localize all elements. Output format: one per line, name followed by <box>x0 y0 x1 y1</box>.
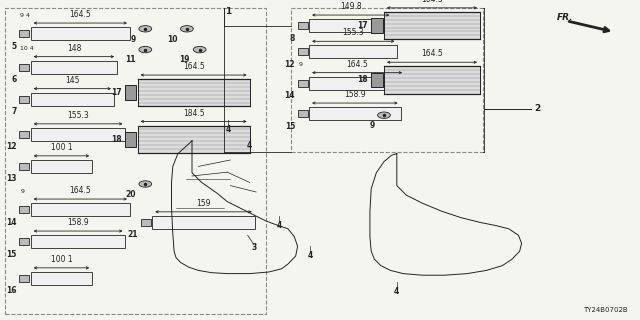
Bar <box>19 238 29 245</box>
Text: 4: 4 <box>276 221 282 230</box>
Bar <box>19 30 29 37</box>
Text: 148: 148 <box>67 44 81 53</box>
Text: 164.5: 164.5 <box>70 186 91 195</box>
Text: 17: 17 <box>357 21 368 30</box>
Bar <box>31 272 92 285</box>
Circle shape <box>139 46 152 53</box>
Bar <box>31 160 92 173</box>
Text: 100 1: 100 1 <box>51 255 72 264</box>
Text: TY24B0702B: TY24B0702B <box>582 307 627 313</box>
Bar <box>298 48 308 55</box>
Bar <box>309 107 401 120</box>
Text: 164.5: 164.5 <box>183 62 204 71</box>
Text: 3: 3 <box>252 244 257 252</box>
Text: 5: 5 <box>12 42 17 51</box>
Bar <box>291 8 483 152</box>
Text: 20: 20 <box>125 190 136 199</box>
Text: 14: 14 <box>6 218 17 227</box>
Text: 12: 12 <box>285 60 295 69</box>
Text: 1: 1 <box>225 7 232 16</box>
Text: 4: 4 <box>394 287 399 296</box>
Bar <box>384 12 480 39</box>
Text: 11: 11 <box>125 55 136 64</box>
Bar <box>141 219 151 226</box>
Text: 16: 16 <box>6 286 17 295</box>
Text: 21: 21 <box>128 230 138 239</box>
Bar <box>19 96 29 103</box>
Text: 184.5: 184.5 <box>183 108 204 118</box>
Bar <box>31 128 125 141</box>
Text: 100 1: 100 1 <box>51 143 72 152</box>
Bar <box>125 132 136 147</box>
Text: 8: 8 <box>290 34 295 43</box>
Text: 164.5: 164.5 <box>421 49 443 58</box>
Text: 145: 145 <box>65 76 79 85</box>
Bar <box>19 64 29 71</box>
Text: 4: 4 <box>308 252 313 260</box>
Bar <box>31 235 125 248</box>
Text: 9 4: 9 4 <box>20 12 31 18</box>
Text: 4: 4 <box>247 141 252 150</box>
Text: 15: 15 <box>285 122 295 131</box>
Text: 19: 19 <box>180 55 190 64</box>
Bar <box>298 80 308 87</box>
Text: 10: 10 <box>167 35 177 44</box>
Bar <box>371 73 383 87</box>
Text: 155.3: 155.3 <box>67 111 89 120</box>
Bar <box>5 8 266 314</box>
Text: 15: 15 <box>6 250 17 259</box>
Bar <box>309 19 392 32</box>
Text: 10 4: 10 4 <box>20 46 34 51</box>
Text: 14: 14 <box>285 91 295 100</box>
Bar <box>309 45 397 58</box>
Text: 158.9: 158.9 <box>67 218 89 227</box>
Circle shape <box>139 26 152 32</box>
Text: 164.5: 164.5 <box>70 10 91 19</box>
Bar <box>31 93 114 106</box>
Circle shape <box>193 46 206 53</box>
Bar <box>384 67 480 93</box>
Text: 4: 4 <box>225 125 230 134</box>
Bar <box>152 216 255 229</box>
Text: FR.: FR. <box>557 13 573 22</box>
Bar <box>19 131 29 138</box>
Bar <box>125 85 136 100</box>
Text: 149.8: 149.8 <box>340 2 362 11</box>
Bar <box>138 126 250 153</box>
Text: 164.5: 164.5 <box>421 0 443 4</box>
Bar <box>19 275 29 282</box>
Bar <box>298 110 308 117</box>
Bar <box>31 61 117 74</box>
Text: 7: 7 <box>12 107 17 116</box>
Text: 155.3: 155.3 <box>342 28 364 37</box>
Bar <box>309 77 405 90</box>
Text: 18: 18 <box>357 76 368 84</box>
Text: 2: 2 <box>534 104 541 113</box>
Text: 164.5: 164.5 <box>346 60 368 69</box>
Circle shape <box>139 181 152 187</box>
Circle shape <box>378 112 390 118</box>
Bar <box>138 79 250 106</box>
Bar <box>298 22 308 29</box>
Text: 6: 6 <box>12 75 17 84</box>
Bar <box>31 203 130 216</box>
Text: 159: 159 <box>196 199 211 208</box>
Bar <box>19 163 29 170</box>
Bar <box>371 18 383 33</box>
Text: 9: 9 <box>20 188 24 194</box>
Text: 158.9: 158.9 <box>344 90 365 99</box>
Text: 17: 17 <box>111 88 122 97</box>
Text: 9: 9 <box>131 35 136 44</box>
Text: 12: 12 <box>6 142 17 151</box>
Bar <box>19 206 29 213</box>
Text: 18: 18 <box>111 135 122 144</box>
Bar <box>31 27 130 40</box>
Text: 13: 13 <box>6 174 17 183</box>
Circle shape <box>180 26 193 32</box>
Text: 9: 9 <box>299 62 303 67</box>
Text: 9: 9 <box>369 121 374 130</box>
